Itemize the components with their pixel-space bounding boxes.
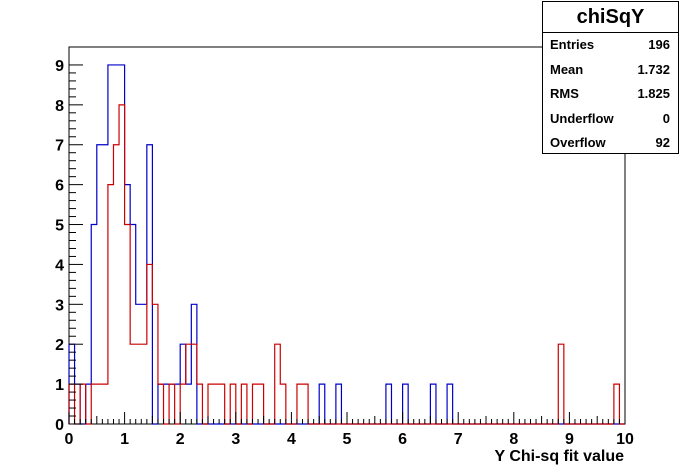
y-tick-label: 3 <box>55 297 64 314</box>
stats-key: Mean <box>550 61 584 77</box>
x-axis-label: Y Chi-sq fit value <box>494 448 624 465</box>
x-tick-label: 7 <box>454 431 463 448</box>
stats-value: 1.732 <box>637 61 670 77</box>
y-tick-label: 7 <box>55 138 64 155</box>
y-tick-label: 8 <box>55 98 64 115</box>
y-tick-label: 5 <box>55 218 64 235</box>
y-tick-label: 6 <box>55 178 64 195</box>
histogram-series-2 <box>68 104 625 425</box>
stats-value: 1.825 <box>637 86 670 101</box>
series-layer <box>68 64 625 425</box>
stats-row-rms: RMS 1.825 <box>543 82 678 107</box>
stats-key: Overflow <box>550 135 606 150</box>
x-tick-label: 6 <box>398 431 407 448</box>
x-tick-label: 5 <box>343 431 352 448</box>
stats-title: chiSqY <box>543 2 678 33</box>
stats-value: 0 <box>662 110 670 126</box>
y-tick-label: 4 <box>55 257 64 274</box>
y-tick-label: 0 <box>55 417 64 434</box>
stats-box: chiSqY Entries 196 Mean 1.732 RMS 1.825 … <box>542 1 679 154</box>
stats-row-entries: Entries 196 <box>543 33 678 58</box>
stats-value: 196 <box>648 37 670 52</box>
x-tick-label: 9 <box>565 431 574 448</box>
stats-row-overflow: Overflow 92 <box>543 131 678 156</box>
x-tick-label: 2 <box>176 431 185 448</box>
stats-value: 92 <box>655 135 670 150</box>
x-axis-ticks: 0 1 2 3 4 5 6 7 8 9 10 <box>65 412 634 448</box>
y-tick-label: 1 <box>55 377 64 394</box>
x-tick-label: 4 <box>287 431 296 448</box>
x-tick-label: 10 <box>616 431 634 448</box>
x-tick-label: 3 <box>231 431 240 448</box>
x-tick-label: 8 <box>509 431 518 448</box>
plot-frame <box>68 46 626 425</box>
stats-key: RMS <box>550 86 579 101</box>
x-tick-label: 0 <box>65 431 74 448</box>
stats-row-mean: Mean 1.732 <box>543 58 678 83</box>
y-axis-ticks: 0 1 2 3 4 5 6 7 8 9 <box>55 58 83 434</box>
y-tick-label: 2 <box>55 337 64 354</box>
stats-key: Underflow <box>550 110 614 126</box>
stats-key: Entries <box>550 37 595 52</box>
x-tick-label: 1 <box>120 431 129 448</box>
y-tick-label: 9 <box>55 58 64 75</box>
stats-row-underflow: Underflow 0 <box>543 107 678 132</box>
